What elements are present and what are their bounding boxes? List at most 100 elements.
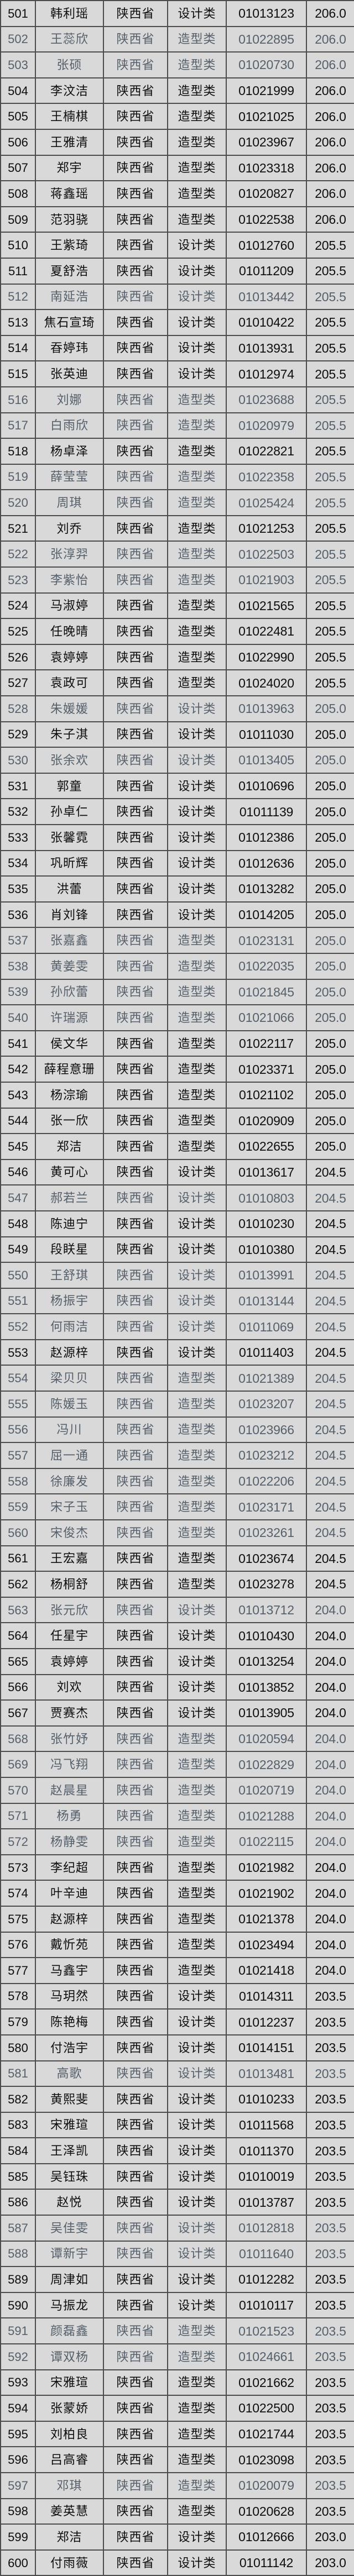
cell-name: 杨振宇 (35, 1287, 104, 1315)
cell-province: 陕西省 (103, 206, 168, 233)
cell-rank: 590 (0, 2291, 36, 2319)
cell-exam-id: 01013905 (226, 1699, 307, 1727)
cell-category: 造型类 (167, 2369, 227, 2396)
cell-rank: 556 (0, 1416, 36, 1444)
cell-exam-id: 01014205 (226, 901, 307, 928)
cell-category: 造型类 (167, 180, 227, 207)
cell-rank: 545 (0, 1133, 36, 1160)
cell-province: 陕西省 (103, 566, 168, 594)
cell-name: 段眹星 (35, 1236, 104, 1263)
cell-rank: 567 (0, 1699, 36, 1727)
table-row: 584 王泽凯 陕西省 设计类 01011370 203.5 (0, 2137, 354, 2164)
cell-province: 陕西省 (103, 2549, 168, 2576)
cell-category: 造型类 (167, 1442, 227, 1469)
cell-province: 陕西省 (103, 438, 168, 465)
cell-name: 韩利瑶 (35, 0, 104, 27)
cell-province: 陕西省 (103, 128, 168, 156)
cell-category: 造型类 (167, 1905, 227, 1933)
table-row: 560 宋俊杰 陕西省 造型类 01023261 204.5 (0, 1519, 354, 1546)
cell-rank: 513 (0, 309, 36, 336)
table-row: 524 马淑婷 陕西省 造型类 01021565 205.5 (0, 592, 354, 620)
cell-name: 马玥然 (35, 1982, 104, 2010)
cell-score: 206.0 (306, 180, 354, 207)
cell-score: 206.0 (306, 103, 354, 130)
cell-exam-id: 01011030 (226, 721, 307, 748)
cell-exam-id: 01010430 (226, 1622, 307, 1649)
table-row: 520 周琪 陕西省 造型类 01025424 205.5 (0, 489, 354, 516)
cell-rank: 584 (0, 2137, 36, 2164)
table-row: 587 吴佳雯 陕西省 设计类 01012818 203.5 (0, 2215, 354, 2242)
cell-rank: 557 (0, 1442, 36, 1469)
cell-province: 陕西省 (103, 1287, 168, 1315)
cell-name: 任晚晴 (35, 618, 104, 645)
cell-name: 付雨薇 (35, 2549, 104, 2576)
cell-name: 侯文华 (35, 1030, 104, 1057)
cell-rank: 588 (0, 2240, 36, 2268)
cell-exam-id: 01022035 (226, 952, 307, 980)
table-row: 595 刘柏良 陕西省 造型类 01021744 203.5 (0, 2420, 354, 2448)
table-row: 570 赵晨星 陕西省 造型类 01020719 204.0 (0, 1776, 354, 1804)
cell-exam-id: 01021662 (226, 2369, 307, 2396)
cell-score: 203.0 (306, 2523, 354, 2551)
cell-province: 陕西省 (103, 1107, 168, 1135)
cell-category: 造型类 (167, 1493, 227, 1521)
cell-category: 造型类 (167, 1004, 227, 1031)
cell-category: 设计类 (167, 2060, 227, 2087)
cell-score: 206.0 (306, 77, 354, 104)
cell-score: 204.5 (306, 1184, 354, 1211)
table-row: 517 白雨欣 陕西省 造型类 01020979 205.5 (0, 412, 354, 439)
cell-name: 宋子玉 (35, 1493, 104, 1521)
cell-score: 203.5 (306, 2086, 354, 2113)
cell-province: 陕西省 (103, 1210, 168, 1237)
cell-province: 陕西省 (103, 51, 168, 78)
table-row: 507 郑宇 陕西省 造型类 01023318 206.0 (0, 154, 354, 182)
cell-name: 巩昕辉 (35, 849, 104, 877)
table-row: 516 刘娜 陕西省 造型类 01023688 205.5 (0, 386, 354, 413)
cell-category: 造型类 (167, 2498, 227, 2525)
cell-rank: 521 (0, 515, 36, 542)
cell-name: 赵悦 (35, 2189, 104, 2216)
table-row: 581 高歌 陕西省 设计类 01013481 203.5 (0, 2060, 354, 2087)
cell-province: 陕西省 (103, 2240, 168, 2268)
cell-category: 造型类 (167, 438, 227, 465)
cell-rank: 534 (0, 849, 36, 877)
table-row: 522 张淳羿 陕西省 造型类 01022503 205.5 (0, 541, 354, 568)
cell-rank: 600 (0, 2549, 36, 2576)
cell-score: 204.0 (306, 1776, 354, 1804)
table-row: 513 焦石宣琦 陕西省 设计类 01010422 205.5 (0, 309, 354, 336)
table-row: 554 梁贝贝 陕西省 造型类 01021389 204.5 (0, 1365, 354, 1392)
cell-score: 204.5 (306, 1262, 354, 1289)
cell-rank: 577 (0, 1957, 36, 1984)
cell-category: 造型类 (167, 1725, 227, 1753)
cell-score: 205.0 (306, 772, 354, 800)
cell-province: 陕西省 (103, 463, 168, 491)
cell-category: 造型类 (167, 1854, 227, 1881)
cell-province: 陕西省 (103, 1030, 168, 1057)
cell-name: 张元欣 (35, 1596, 104, 1624)
cell-category: 设计类 (167, 875, 227, 903)
cell-name: 戴忻苑 (35, 1931, 104, 1959)
cell-category: 造型类 (167, 541, 227, 568)
cell-name: 洪蕾 (35, 875, 104, 903)
cell-score: 205.0 (306, 849, 354, 877)
cell-score: 205.5 (306, 669, 354, 697)
cell-province: 陕西省 (103, 1880, 168, 1907)
cell-category: 造型类 (167, 1030, 227, 1057)
cell-category: 造型类 (167, 1081, 227, 1109)
cell-province: 陕西省 (103, 2472, 168, 2499)
cell-province: 陕西省 (103, 25, 168, 53)
cell-name: 张嘉鑫 (35, 927, 104, 954)
cell-score: 205.5 (306, 541, 354, 568)
table-row: 508 蒋鑫瑶 陕西省 造型类 01020827 206.0 (0, 180, 354, 207)
cell-name: 邓琪 (35, 2472, 104, 2499)
table-row: 503 张硕 陕西省 造型类 01020730 206.0 (0, 51, 354, 78)
cell-exam-id: 01020719 (226, 1776, 307, 1804)
cell-name: 张英迪 (35, 360, 104, 387)
cell-exam-id: 01014311 (226, 1982, 307, 2010)
table-row: 583 宋雅瑄 陕西省 设计类 01011568 203.5 (0, 2111, 354, 2139)
table-row: 528 朱媛媛 陕西省 设计类 01013963 205.0 (0, 695, 354, 722)
table-row: 535 洪蕾 陕西省 设计类 01013282 205.0 (0, 875, 354, 903)
cell-name: 姜英慧 (35, 2498, 104, 2525)
table-row: 506 王雅清 陕西省 造型类 01023967 206.0 (0, 128, 354, 156)
cell-rank: 530 (0, 747, 36, 774)
